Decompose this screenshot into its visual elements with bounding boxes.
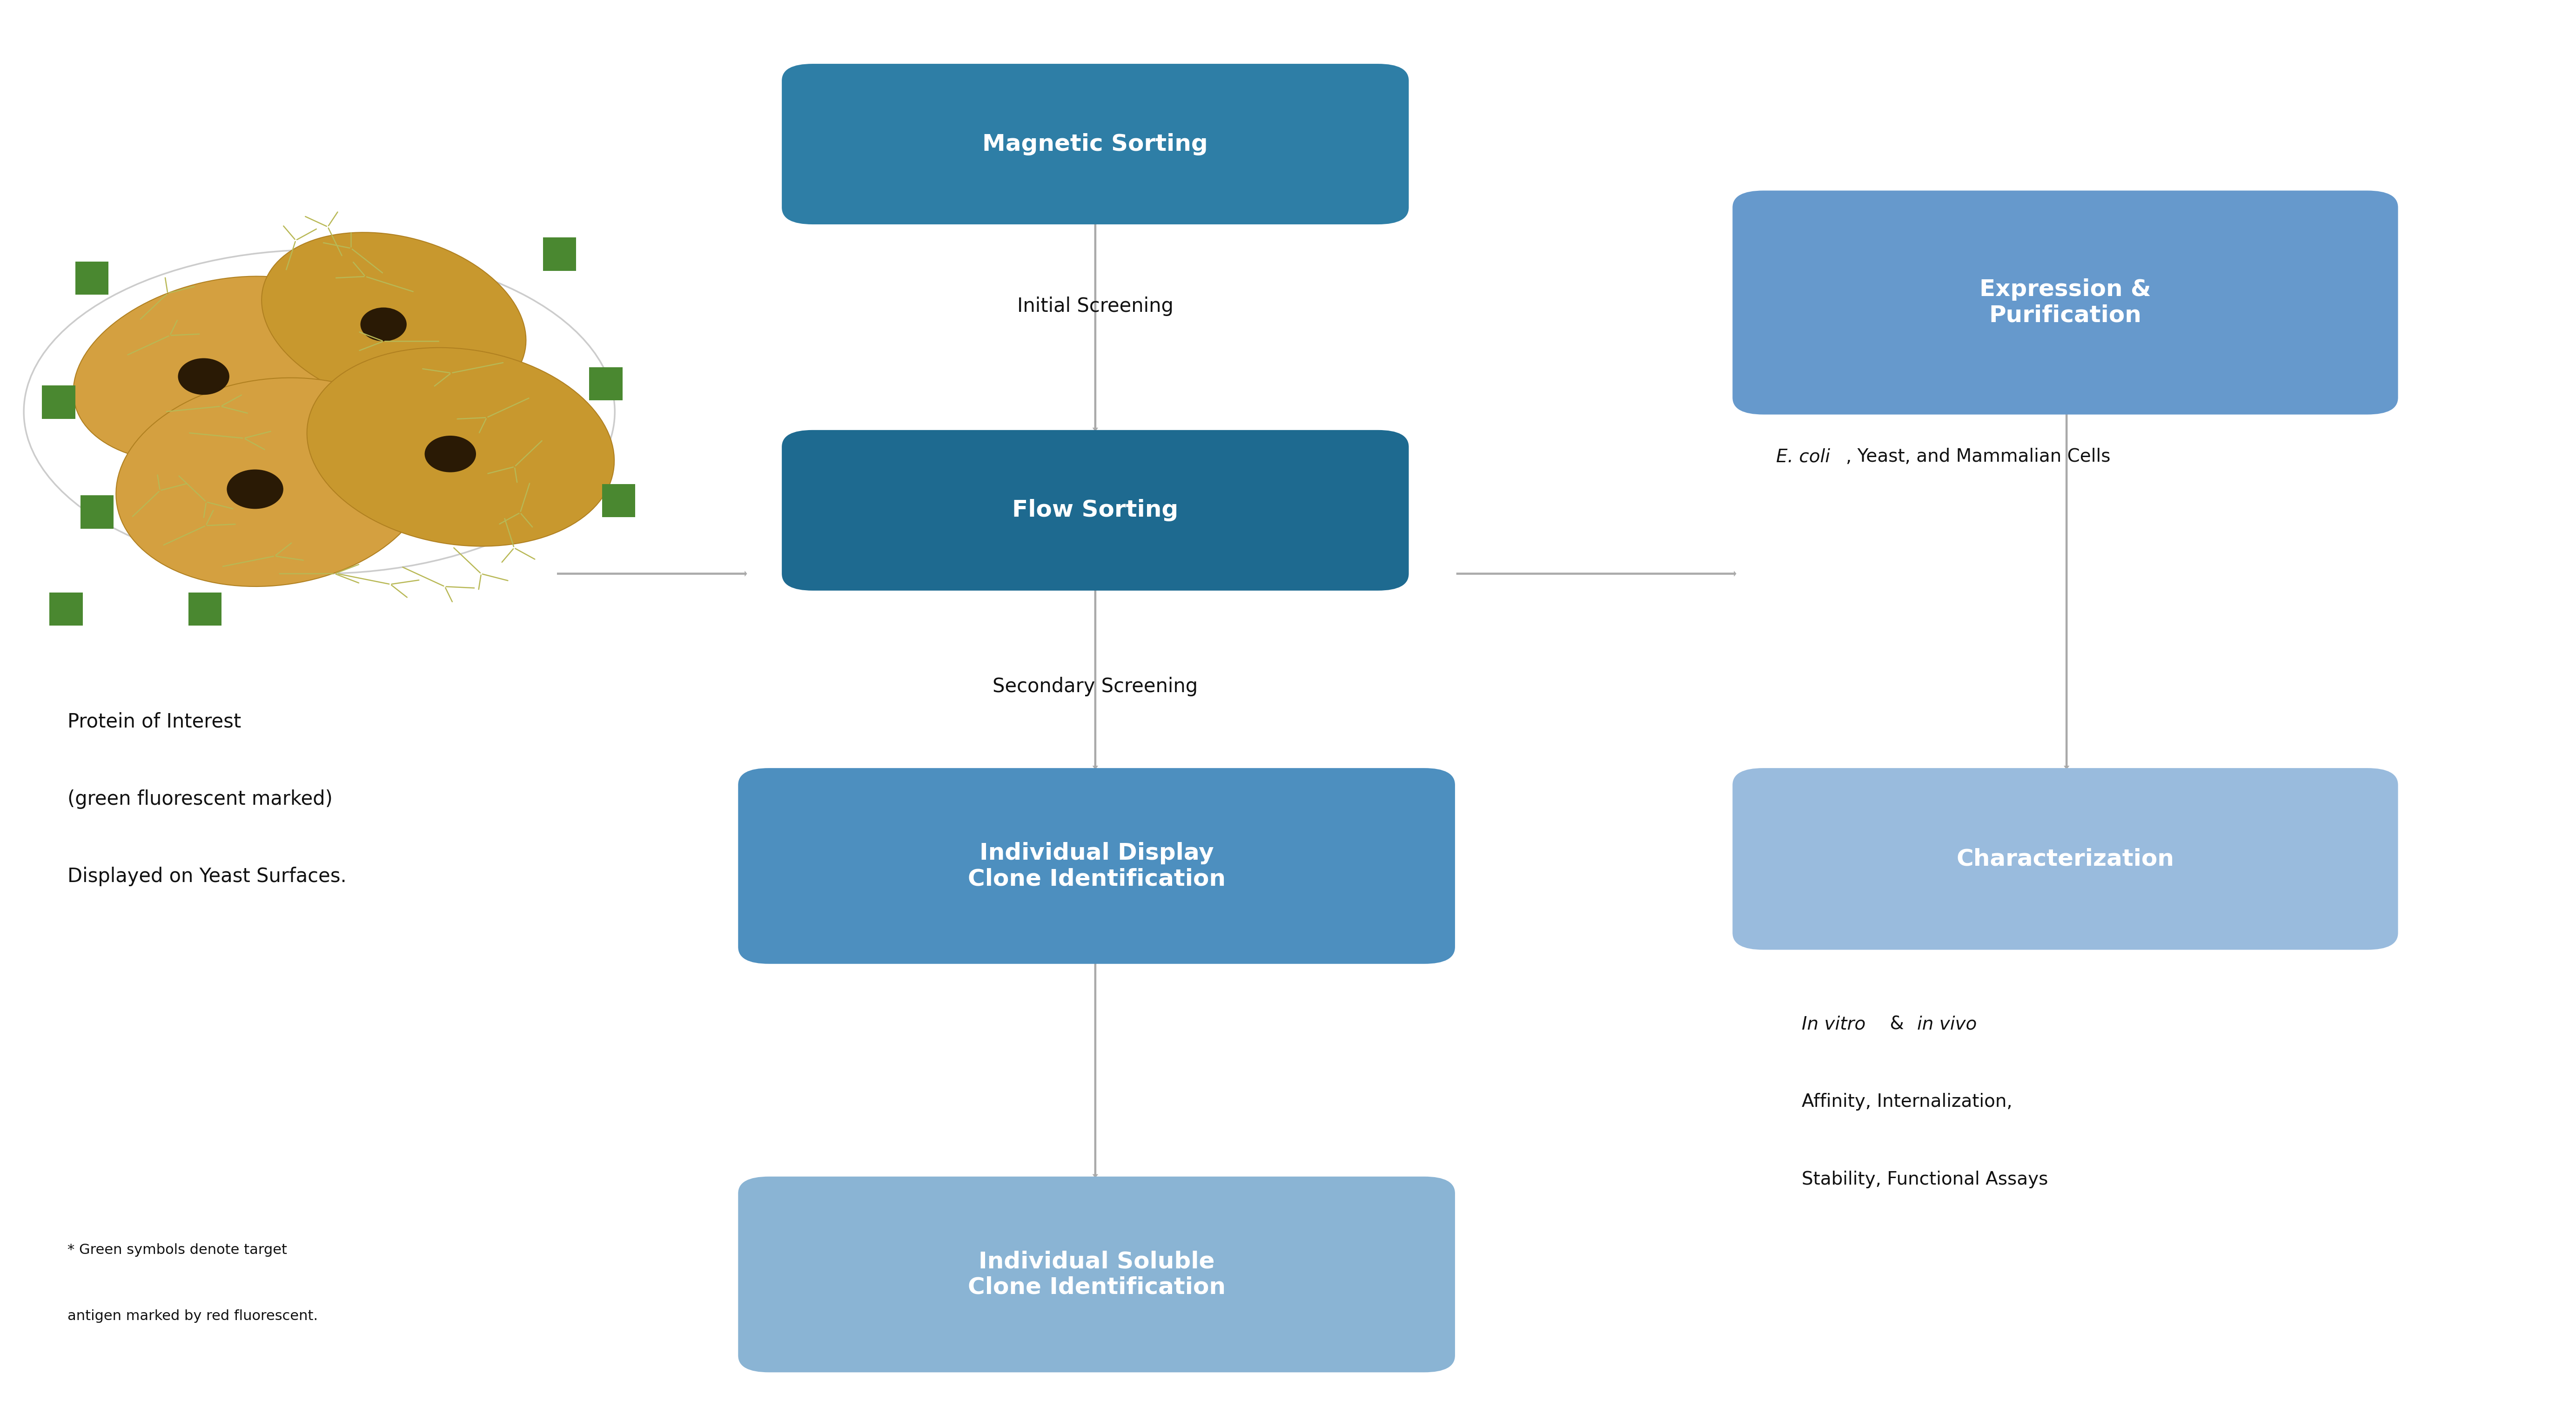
Ellipse shape — [425, 436, 477, 473]
Ellipse shape — [178, 358, 229, 395]
Text: E. coli: E. coli — [1777, 449, 1829, 466]
Ellipse shape — [307, 348, 613, 546]
Text: Affinity, Internalization,: Affinity, Internalization, — [1801, 1092, 2012, 1111]
Text: , Yeast, and Mammalian Cells: , Yeast, and Mammalian Cells — [1844, 449, 2110, 466]
Ellipse shape — [72, 276, 371, 463]
FancyBboxPatch shape — [590, 366, 623, 400]
FancyBboxPatch shape — [1734, 191, 2398, 415]
FancyBboxPatch shape — [544, 238, 577, 270]
FancyBboxPatch shape — [49, 593, 82, 625]
Ellipse shape — [263, 232, 526, 408]
FancyBboxPatch shape — [781, 430, 1409, 590]
Ellipse shape — [361, 307, 407, 341]
FancyBboxPatch shape — [739, 1176, 1455, 1373]
Ellipse shape — [116, 378, 430, 586]
Text: Individual Soluble
Clone Identification: Individual Soluble Clone Identification — [969, 1251, 1226, 1299]
Text: Initial Screening: Initial Screening — [1018, 296, 1175, 316]
FancyBboxPatch shape — [188, 593, 222, 625]
Text: Expression &
Purification: Expression & Purification — [1978, 279, 2151, 327]
FancyBboxPatch shape — [603, 484, 636, 518]
Text: Protein of Interest: Protein of Interest — [67, 712, 242, 732]
Text: Individual Display
Clone Identification: Individual Display Clone Identification — [969, 842, 1226, 890]
Text: in vivo: in vivo — [1917, 1016, 1976, 1033]
FancyBboxPatch shape — [739, 768, 1455, 964]
Text: Stability, Functional Assays: Stability, Functional Assays — [1801, 1170, 2048, 1189]
FancyBboxPatch shape — [781, 64, 1409, 225]
FancyBboxPatch shape — [80, 495, 113, 529]
Text: Flow Sorting: Flow Sorting — [1012, 499, 1177, 522]
Text: Displayed on Yeast Surfaces.: Displayed on Yeast Surfaces. — [67, 867, 348, 886]
Text: Secondary Screening: Secondary Screening — [992, 676, 1198, 696]
Text: (green fluorescent marked): (green fluorescent marked) — [67, 790, 332, 809]
Text: In vitro: In vitro — [1801, 1016, 1865, 1033]
FancyBboxPatch shape — [41, 385, 75, 419]
Text: antigen marked by red fluorescent.: antigen marked by red fluorescent. — [67, 1309, 317, 1323]
FancyBboxPatch shape — [75, 262, 108, 294]
Ellipse shape — [227, 470, 283, 509]
Text: Magnetic Sorting: Magnetic Sorting — [981, 133, 1208, 156]
Text: &: & — [1883, 1016, 1909, 1033]
Text: Characterization: Characterization — [1955, 848, 2174, 870]
Text: * Green symbols denote target: * Green symbols denote target — [67, 1242, 286, 1257]
FancyBboxPatch shape — [1734, 768, 2398, 949]
